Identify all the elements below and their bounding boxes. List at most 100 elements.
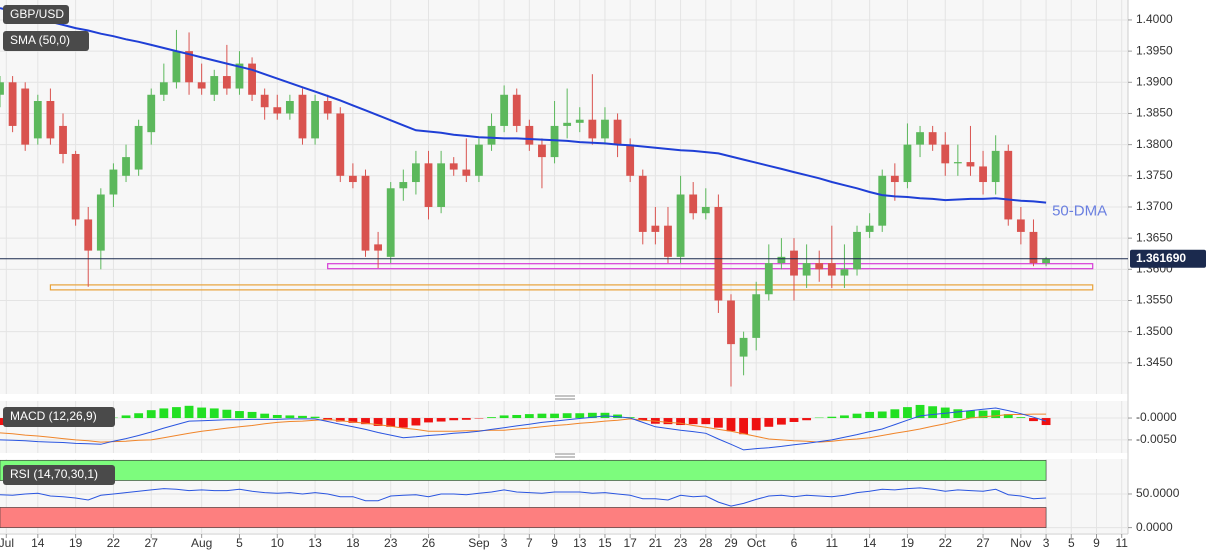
candle-body — [676, 194, 685, 257]
candle-body — [777, 256, 786, 264]
histogram-bar — [726, 418, 736, 432]
histogram-bar — [512, 414, 522, 419]
candle-body — [638, 175, 647, 232]
symbol-box — [3, 5, 69, 24]
candle-body — [1042, 258, 1050, 264]
histogram-bar — [978, 410, 988, 419]
candle-body — [991, 150, 1000, 183]
histogram-bar — [840, 415, 849, 419]
zone — [49, 284, 1094, 291]
y-tick-label: 50.0000 — [1136, 486, 1180, 500]
candle-body — [0, 82, 4, 95]
x-tick-label: 13 — [308, 536, 322, 550]
histogram-bar — [524, 414, 534, 419]
histogram-bar — [348, 418, 358, 423]
candle-body — [512, 94, 521, 126]
candle-body — [1029, 231, 1038, 264]
histogram-bar — [890, 409, 900, 419]
histogram-bar — [739, 418, 749, 435]
x-tick-label: 17 — [623, 536, 637, 550]
grid — [0, 0, 1132, 538]
histogram-bar — [550, 413, 559, 419]
candle-body — [386, 188, 395, 257]
candle-body — [159, 82, 168, 95]
candle-body — [374, 244, 383, 251]
candle-body — [399, 182, 408, 189]
histogram-bar — [827, 416, 837, 419]
candle-body — [475, 144, 483, 176]
candle-body — [626, 144, 635, 176]
candle-body — [185, 51, 193, 83]
histogram-bar — [713, 418, 723, 428]
candle-body — [109, 169, 118, 195]
marks — [0, 7, 1128, 528]
histogram-bar — [146, 410, 156, 419]
x-tick-label: Sep — [468, 536, 490, 550]
candle-body — [890, 175, 899, 183]
histogram-bar — [688, 418, 698, 425]
histogram-bar — [134, 413, 144, 419]
y-tick-label: 1.3700 — [1136, 199, 1173, 213]
candle-body — [613, 119, 622, 145]
histogram-bar — [751, 418, 761, 431]
candle-body — [424, 163, 433, 207]
candle-body — [412, 163, 420, 183]
candle-body — [59, 125, 67, 154]
histogram-bar — [184, 405, 194, 419]
y-tick-label: -0.0000 — [1136, 410, 1177, 424]
histogram-bar — [1003, 414, 1013, 419]
candle-body — [273, 107, 282, 114]
histogram-bar — [386, 418, 396, 427]
x-tick-label: Jul — [0, 536, 14, 550]
y-tick-label: 1.3950 — [1136, 43, 1173, 57]
histogram-bar — [235, 411, 244, 419]
candle-body — [953, 162, 962, 164]
candle-body — [916, 132, 924, 145]
candle-body — [311, 100, 319, 139]
y-tick-label: 1.3650 — [1136, 230, 1173, 244]
candle-body — [575, 119, 584, 123]
x-tick-label: 9 — [1093, 536, 1100, 550]
histogram-bar — [197, 407, 207, 419]
x-tick-label: 5 — [236, 536, 243, 550]
histogram-bar — [499, 415, 509, 419]
histogram-bar — [449, 418, 459, 421]
histogram-bar — [436, 418, 446, 422]
histogram-bar — [802, 418, 812, 421]
annotation: 50-DMA — [1052, 203, 1107, 220]
x-tick-label: 14 — [31, 536, 45, 550]
candle-body — [122, 157, 130, 176]
candle-body — [739, 337, 748, 357]
candle-body — [903, 144, 912, 183]
rsi-band — [0, 460, 1047, 481]
histogram-bar — [852, 413, 862, 419]
x-tick-label: 22 — [939, 536, 953, 550]
candle-body — [96, 194, 105, 251]
histogram-bar — [953, 409, 963, 419]
histogram-bar — [285, 415, 295, 419]
histogram-bar — [764, 418, 774, 427]
histogram-bar — [562, 413, 572, 419]
candle-body — [815, 263, 824, 270]
candle-body — [361, 175, 370, 251]
histogram-bar — [587, 412, 597, 419]
histogram-bar — [991, 410, 1001, 419]
x-tick-label: 23 — [674, 536, 688, 550]
x-tick-label: 18 — [346, 536, 360, 550]
y-tick-label: 1.4000 — [1136, 12, 1173, 26]
y-tick-label: 1.3750 — [1136, 168, 1173, 182]
histogram-bar — [638, 418, 648, 421]
histogram-bar — [0, 418, 5, 426]
y-tick-label: 1.3800 — [1136, 137, 1173, 151]
rsi-band — [0, 507, 1047, 528]
x-tick-label: Aug — [191, 536, 212, 550]
histogram-bar — [865, 411, 875, 419]
histogram-bar — [701, 418, 711, 425]
candle-body — [727, 300, 735, 345]
histogram-bar — [537, 413, 547, 419]
candle-body — [550, 125, 559, 158]
candle-body — [348, 175, 357, 183]
histogram-bar — [877, 411, 887, 419]
candle-body — [500, 94, 509, 126]
histogram-bar — [676, 418, 685, 426]
